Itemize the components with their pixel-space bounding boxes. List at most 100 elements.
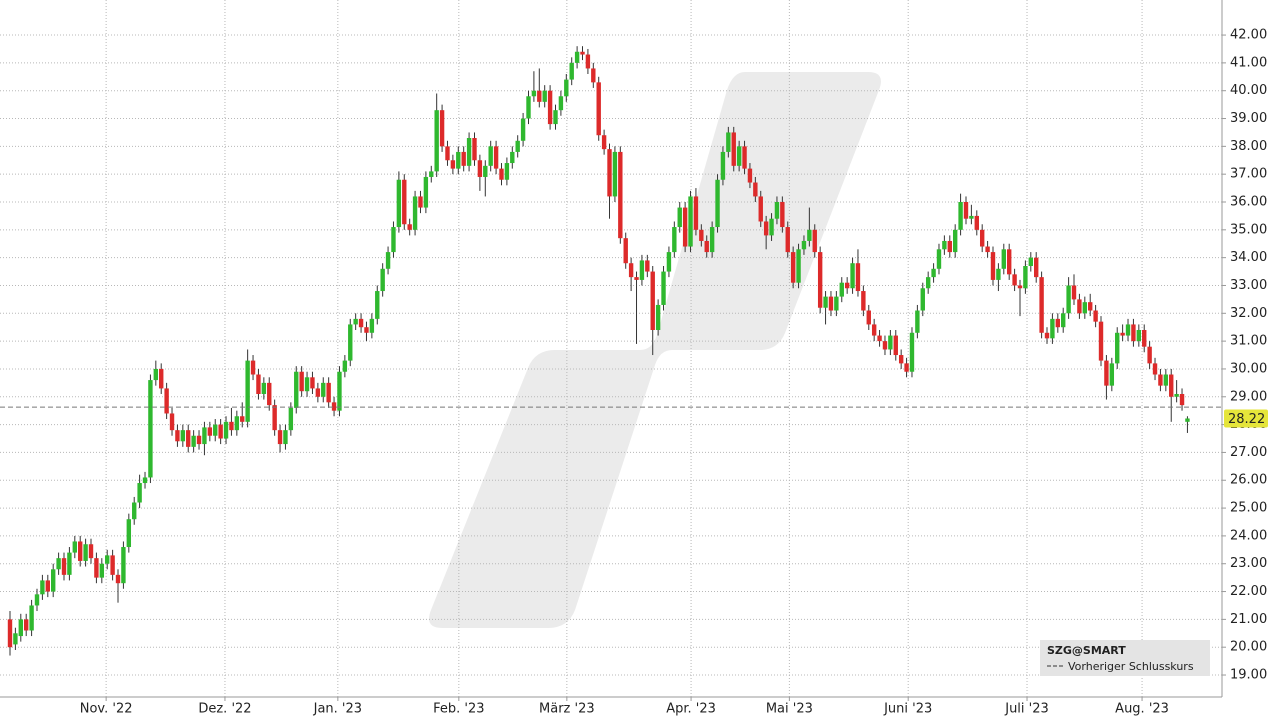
candle-body [234, 416, 240, 431]
y-tick-label: 26.00 [1230, 473, 1267, 488]
x-tick-label: Apr. '23 [666, 702, 716, 717]
candle-body [618, 151, 623, 239]
candle-body [531, 90, 537, 97]
candle-body [1152, 363, 1158, 375]
candle-body [628, 263, 634, 278]
candle-body [871, 324, 877, 336]
candle-body [94, 558, 99, 578]
y-tick-label: 21.00 [1230, 612, 1267, 627]
candle-body [78, 541, 83, 561]
candle-body [785, 227, 790, 253]
candle-body [180, 430, 186, 442]
candle-body [931, 268, 936, 278]
candle-body [72, 541, 78, 553]
candle-body [326, 382, 331, 403]
candle-body [537, 90, 542, 102]
candle-body [585, 54, 591, 69]
candle-body [207, 427, 213, 436]
candle-body [1098, 321, 1104, 361]
candle-body [337, 371, 342, 411]
candle-body [893, 335, 898, 356]
candle-body [1142, 329, 1147, 347]
candle-body [591, 68, 596, 83]
candle-body [229, 421, 234, 431]
candle-body [645, 260, 650, 272]
candle-body [105, 555, 110, 564]
candle-body [526, 96, 531, 119]
candle-body [1082, 302, 1088, 314]
y-tick-label: 37.00 [1230, 167, 1267, 182]
candle-body [828, 296, 834, 311]
candle-body [574, 51, 580, 63]
candle-body [294, 371, 299, 408]
candle-body [731, 132, 736, 166]
candle-body [342, 360, 348, 372]
candle-body [877, 335, 882, 342]
candle-body [493, 146, 499, 169]
candle-body [990, 252, 996, 280]
candle-body [688, 196, 693, 247]
x-tick-label: Mai '23 [766, 702, 813, 717]
y-tick-label: 31.00 [1230, 334, 1267, 349]
candle-body [1061, 313, 1066, 328]
candle-body [321, 382, 326, 397]
candle-body [844, 282, 850, 289]
candle-body [477, 160, 483, 177]
candle-body [396, 179, 402, 228]
candle-body [1028, 257, 1034, 267]
candle-body [1174, 393, 1179, 397]
candle-body [164, 388, 169, 414]
candle-body [742, 146, 747, 169]
candle-body [175, 430, 180, 442]
candle-body [753, 182, 758, 197]
candle-body [218, 424, 223, 439]
candle-body [520, 118, 526, 141]
candle-body [601, 135, 607, 150]
y-tick-label: 22.00 [1230, 584, 1267, 599]
candle-body [364, 327, 369, 333]
candle-body [888, 335, 893, 350]
candles [7, 46, 1190, 656]
candle-body [358, 318, 364, 328]
candle-body [607, 149, 612, 197]
candle-body [510, 151, 515, 164]
candle-body [612, 151, 618, 197]
candle-body [1115, 332, 1120, 364]
candle-body [677, 207, 682, 228]
candle-body [936, 249, 942, 269]
candle-body [963, 202, 969, 219]
candle-body [564, 79, 569, 97]
candle-body [1071, 285, 1077, 300]
candle-body [790, 252, 796, 283]
candle-body [67, 552, 72, 575]
candle-body [898, 355, 904, 364]
x-tick-label: Juni '23 [883, 702, 932, 717]
candle-body [240, 416, 245, 422]
candle-body [51, 569, 56, 592]
candle-body [726, 132, 731, 152]
candle-body [558, 96, 564, 111]
candle-body [1136, 329, 1142, 342]
candle-body [423, 176, 429, 208]
candle-body [925, 277, 931, 289]
candle-body [569, 62, 574, 80]
candle-body [7, 619, 13, 648]
y-tick-label: 34.00 [1230, 250, 1267, 265]
candle-body [142, 477, 148, 484]
candle-body [45, 580, 50, 592]
candle-body [299, 371, 304, 392]
y-tick-label: 19.00 [1230, 668, 1267, 683]
candle-body [499, 168, 504, 180]
candle-body [450, 160, 456, 169]
candle-body [1001, 249, 1006, 269]
candle-body [720, 151, 726, 180]
candle-body [418, 196, 423, 208]
candle-body [13, 633, 18, 645]
y-tick-label: 38.00 [1230, 139, 1267, 154]
candle-body [985, 246, 990, 253]
candle-body [655, 304, 661, 330]
candle-body [461, 151, 466, 166]
candle-body [245, 360, 250, 422]
candle-body [1109, 363, 1115, 386]
candle-body [801, 240, 807, 250]
